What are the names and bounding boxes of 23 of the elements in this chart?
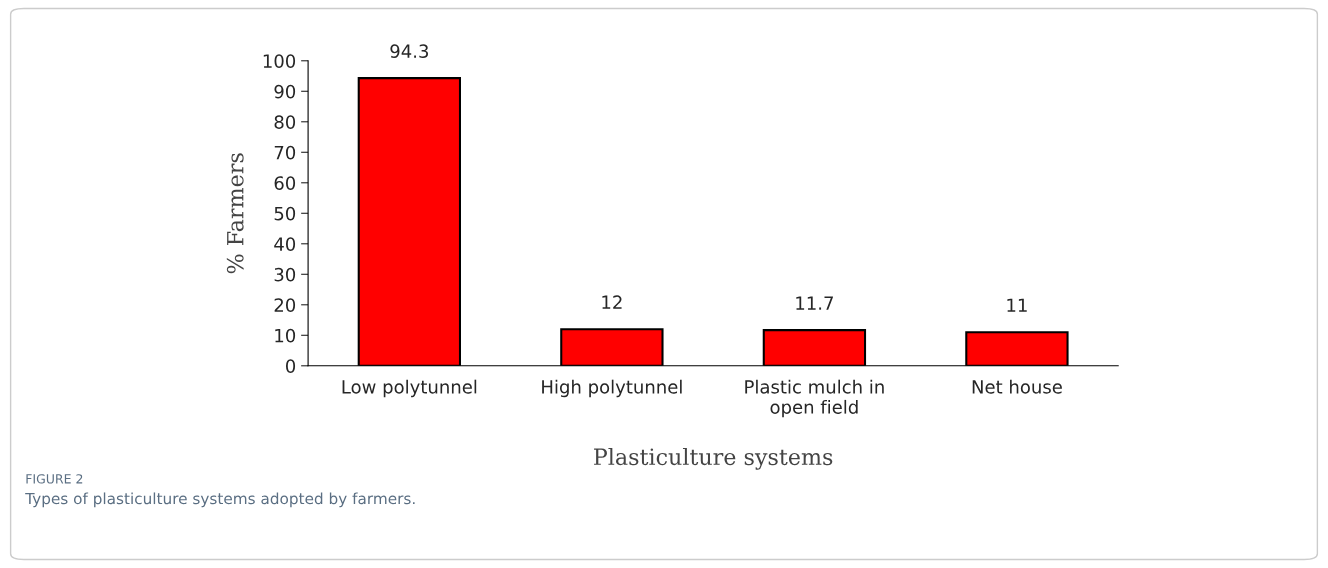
x-axis-title: Plasticulture systems [594, 447, 833, 470]
y-tick-label: 70 [274, 145, 296, 160]
y-tick-label: 60 [274, 176, 296, 190]
x-tick-label: High polytunnel [542, 379, 682, 398]
y-tick-label: 90 [274, 84, 296, 99]
y-tick-label: 30 [274, 267, 296, 282]
data-label: 94.3 [390, 44, 429, 58]
y-tick-label: 0 [285, 359, 296, 373]
data-label: 12 [602, 295, 622, 309]
y-tick-label: 100 [263, 54, 296, 68]
y-tick-label: 20 [274, 298, 296, 312]
caption: FIGURE 2 [26, 474, 83, 484]
y-tick-label: 80 [274, 115, 296, 129]
y-tick-label: 40 [274, 237, 296, 251]
text: Types of plasticulture systems adopted by farmers. [25, 492, 415, 508]
x-tick-label: Net house [972, 379, 1062, 394]
x-tick-label: Low polytunnel [342, 379, 477, 398]
y-tick-label: 50 [274, 206, 296, 221]
y-tick-label: 10 [275, 328, 296, 343]
y-axis-title: % Farmers [226, 153, 244, 274]
data-label: 11.7 [796, 296, 833, 310]
x-tick-label: Plastic mulch in open field [745, 379, 884, 418]
data-label: 11 [1007, 298, 1027, 312]
